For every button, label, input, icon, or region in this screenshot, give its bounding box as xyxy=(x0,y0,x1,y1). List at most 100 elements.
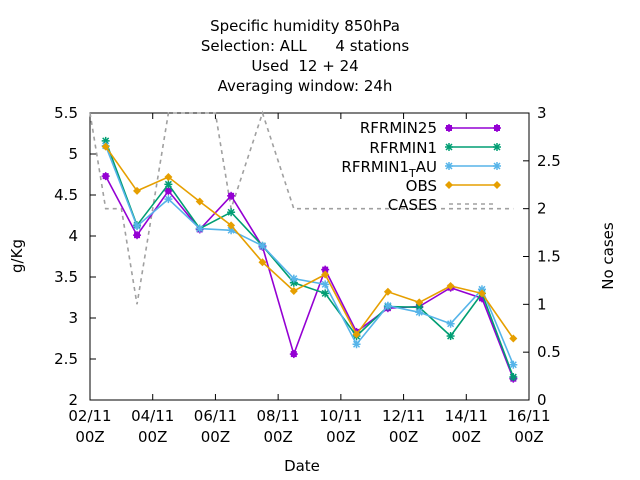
x-axis: 02/11 00Z 04/11 00Z 06/11 00Z 08/11 00Z 10/11 00Z… xyxy=(68,113,551,446)
chart-title: Specific humidity 850hPa Selection: ALL … xyxy=(201,17,409,95)
y-axis-label: g/Kg xyxy=(8,239,26,273)
data-point-rfrmin1-au xyxy=(352,340,361,349)
x-tick-label: 04/11 xyxy=(131,407,174,425)
legend-label-cases: CASES xyxy=(388,196,437,214)
legend-marker-left-rfrmin1-au xyxy=(445,162,453,170)
data-point-obs xyxy=(509,334,518,343)
y2-tick-label: 3 xyxy=(537,104,547,122)
legend-marker-left-rfrmin25 xyxy=(445,124,453,132)
data-point-rfrmin1-au xyxy=(415,308,424,317)
legend-marker-left-obs xyxy=(445,181,453,189)
data-point-rfrmin25 xyxy=(133,231,142,240)
x-tick-label-time: 00Z xyxy=(389,428,418,446)
y2-tick-label: 0.5 xyxy=(537,343,561,361)
data-point-rfrmin1 xyxy=(321,289,330,298)
y-tick-label: 4 xyxy=(68,227,78,245)
legend-samples xyxy=(445,124,501,205)
legend-marker-right-rfrmin1 xyxy=(493,143,501,151)
data-point-rfrmin1 xyxy=(509,373,518,382)
y2-tick-label: 0 xyxy=(537,391,547,409)
series-rfrmin1 xyxy=(101,136,518,382)
data-point-obs xyxy=(415,298,424,307)
x-tick-label-time: 00Z xyxy=(201,428,230,446)
legend-label-rfrmin1-au-main: RFRMIN1 xyxy=(341,158,409,176)
data-point-obs xyxy=(195,197,204,206)
legend: RFRMIN25 RFRMIN1 RFRMIN1TAU OBS CASES xyxy=(341,119,501,214)
legend-label-rfrmin1-au-tail: AU xyxy=(416,158,437,176)
series-obs xyxy=(101,142,518,343)
series-line-cases xyxy=(89,110,514,305)
data-point-rfrmin1-au xyxy=(195,224,204,233)
x-tick-label: 10/11 xyxy=(319,407,362,425)
data-point-rfrmin1-au xyxy=(321,280,330,289)
series-line-obs xyxy=(105,146,514,339)
x-tick-label-time: 00Z xyxy=(514,428,543,446)
data-point-rfrmin1 xyxy=(446,332,455,341)
legend-label-rfrmin1: RFRMIN1 xyxy=(369,139,437,157)
x-tick-label: 12/11 xyxy=(382,407,425,425)
data-point-obs xyxy=(227,221,236,230)
legend-marker-right-obs xyxy=(493,181,501,189)
data-point-rfrmin1-au xyxy=(383,301,392,310)
x-tick-label-time: 00Z xyxy=(452,428,481,446)
y-tick-label: 2.5 xyxy=(54,350,78,368)
series-line-rfrmin25 xyxy=(104,175,515,379)
data-point-obs xyxy=(446,282,455,291)
y-tick-label: 3.5 xyxy=(54,268,78,286)
data-point-rfrmin1 xyxy=(227,208,236,217)
data-point-obs xyxy=(321,270,330,279)
data-point-obs xyxy=(164,172,173,181)
data-point-rfrmin25 xyxy=(227,191,236,200)
y2-tick-label: 2 xyxy=(537,200,547,218)
y-tick-label: 4.5 xyxy=(54,186,78,204)
legend-label-rfrmin25: RFRMIN25 xyxy=(360,119,437,137)
legend-marker-left-rfrmin1 xyxy=(445,143,453,151)
data-point-obs xyxy=(383,287,392,296)
series-line-rfrmin1-au xyxy=(104,145,515,366)
y2-tick-label: 1.5 xyxy=(537,248,561,266)
x-tick-label-time: 00Z xyxy=(263,428,292,446)
title-line-4: Averaging window: 24h xyxy=(218,77,393,95)
x-tick-label-time: 00Z xyxy=(138,428,167,446)
legend-label-rfrmin1-au: RFRMIN1TAU xyxy=(341,158,437,180)
data-point-rfrmin1-au xyxy=(133,222,142,231)
data-point-rfrmin25 xyxy=(289,350,298,359)
x-axis-label: Date xyxy=(284,457,320,475)
legend-label-rfrmin1-au-sub: T xyxy=(408,167,416,180)
y2-axis-label: No cases xyxy=(599,222,617,290)
y-tick-label: 2 xyxy=(68,391,78,409)
data-point-rfrmin1-au xyxy=(446,319,455,328)
title-line-3: Used 12 + 24 xyxy=(251,57,358,75)
data-point-rfrmin1-au xyxy=(289,274,298,283)
series-line-rfrmin1 xyxy=(104,140,515,378)
series-layer xyxy=(89,110,518,383)
data-point-obs xyxy=(258,258,267,267)
y2-tick-label: 1 xyxy=(537,295,547,313)
data-point-rfrmin1-au xyxy=(164,195,173,204)
y2-axis: 0 0.5 1 1.5 2 2.5 3 xyxy=(523,104,561,409)
data-point-obs xyxy=(289,286,298,295)
y2-tick-label: 2.5 xyxy=(537,152,561,170)
y-tick-label: 3 xyxy=(68,309,78,327)
legend-label-obs: OBS xyxy=(406,177,437,195)
x-tick-label: 06/11 xyxy=(194,407,237,425)
data-point-obs xyxy=(101,142,110,151)
y-tick-label: 5 xyxy=(68,145,78,163)
data-point-rfrmin1-au xyxy=(258,241,267,250)
data-point-rfrmin1-au xyxy=(509,360,518,369)
x-tick-label: 16/11 xyxy=(507,407,550,425)
data-point-rfrmin25 xyxy=(101,172,110,181)
x-tick-label: 08/11 xyxy=(257,407,300,425)
plot-frame xyxy=(89,112,530,401)
data-point-obs xyxy=(352,330,361,339)
data-point-obs xyxy=(133,186,142,195)
series-rfrmin1-au xyxy=(101,141,518,369)
data-point-obs xyxy=(477,289,486,298)
x-tick-label: 02/11 xyxy=(68,407,111,425)
x-tick-label-time: 00Z xyxy=(75,428,104,446)
x-tick-label: 14/11 xyxy=(445,407,488,425)
title-line-2: Selection: ALL 4 stations xyxy=(201,37,409,55)
legend-marker-right-rfrmin1-au xyxy=(493,162,501,170)
y-axis: 2 2.5 3 3.5 4 4.5 5 5.5 xyxy=(54,104,96,409)
